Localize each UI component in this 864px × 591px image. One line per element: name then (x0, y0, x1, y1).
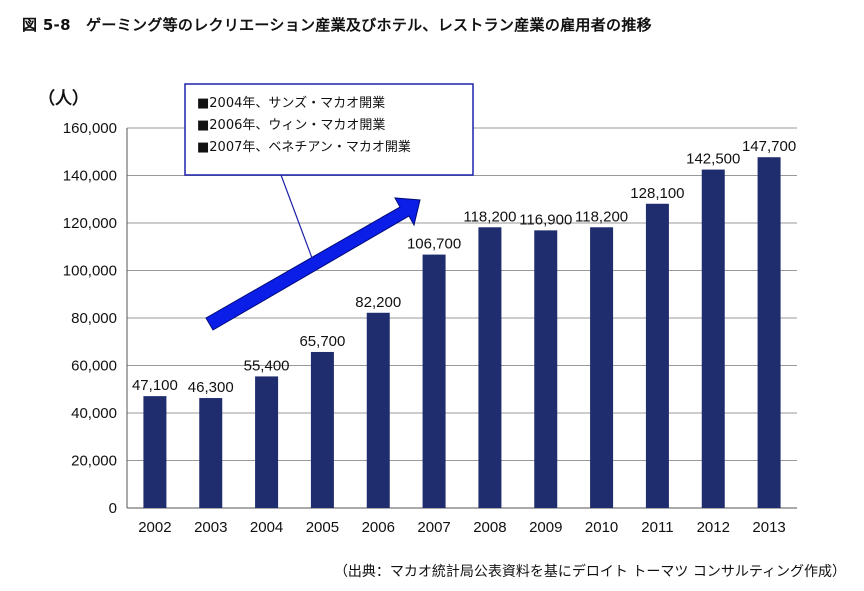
data-label: 46,300 (188, 379, 234, 396)
y-tick-label: 100,000 (63, 263, 117, 280)
y-tick-label: 160,000 (63, 120, 117, 137)
data-label: 116,900 (519, 211, 572, 228)
y-tick-label: 0 (109, 500, 117, 517)
x-tick-label: 2003 (194, 519, 227, 536)
x-axis-ticks: 2002 2003 2004 2005 2006 2007 2008 2009 2010 2011… (138, 519, 786, 536)
x-tick-label: 2011 (641, 519, 673, 536)
bar (310, 351, 334, 508)
bar (255, 376, 279, 508)
x-tick-label: 2012 (697, 519, 730, 536)
x-tick-label: 2013 (752, 519, 785, 536)
source-note: （出典：マカオ統計局公表資料を基にデロイト トーマツ コンサルティング作成） (333, 564, 846, 580)
bar (757, 157, 781, 508)
x-tick-label: 2008 (473, 519, 506, 536)
bar (534, 230, 558, 509)
y-axis-ticks: 0 20,000 40,000 60,000 80,000 100,000 120,000 1… (63, 120, 117, 517)
annotation-line-1: ■2004年、サンズ・マカオ開業 (197, 95, 385, 111)
data-label: 142,500 (686, 151, 740, 168)
data-labels: 47,100 46,30055,40065,70082,200106,700118… (132, 138, 796, 396)
bar (366, 312, 390, 508)
figure-title: 図 5-8 ゲーミング等のレクリエーション産業及びホテル、レストラン産業の雇用者… (22, 16, 652, 34)
bars (143, 157, 781, 509)
x-tick-label: 2002 (138, 519, 171, 536)
annotation-box (184, 83, 474, 176)
x-tick-label: 2006 (362, 519, 395, 536)
callout-pointer (280, 174, 313, 259)
data-label: 55,400 (244, 357, 290, 374)
bar (478, 227, 502, 508)
bar (590, 227, 614, 508)
y-tick-label: 80,000 (71, 310, 117, 327)
data-label: 82,200 (355, 294, 401, 311)
x-tick-label: 2007 (417, 519, 450, 536)
bar (701, 169, 725, 508)
y-axis-unit-label: （人） (38, 88, 89, 109)
data-label: 118,200 (463, 208, 516, 225)
x-tick-label: 2010 (585, 519, 618, 536)
data-label: 65,700 (299, 333, 345, 350)
x-tick-label: 2004 (250, 519, 283, 536)
data-label: 147,700 (742, 138, 796, 155)
data-label: 128,100 (630, 185, 684, 202)
y-tick-label: 140,000 (63, 168, 117, 185)
annotation-line-2: ■2006年、ウィン・マカオ開業 (197, 117, 385, 133)
y-tick-label: 120,000 (63, 215, 117, 232)
data-label: 106,700 (407, 236, 461, 253)
growth-arrow (205, 197, 421, 331)
bar (143, 396, 167, 508)
x-tick-label: 2005 (306, 519, 339, 536)
annotation-line-3: ■2007年、ベネチアン・マカオ開業 (197, 139, 411, 155)
bar (422, 254, 446, 508)
data-label: 118,200 (575, 208, 628, 225)
bar (645, 203, 669, 508)
y-tick-label: 40,000 (71, 405, 117, 422)
data-label: 47,100 (132, 377, 178, 394)
bar (199, 398, 223, 508)
y-tick-label: 20,000 (71, 453, 117, 470)
x-tick-label: 2009 (529, 519, 562, 536)
y-tick-label: 60,000 (71, 358, 117, 375)
